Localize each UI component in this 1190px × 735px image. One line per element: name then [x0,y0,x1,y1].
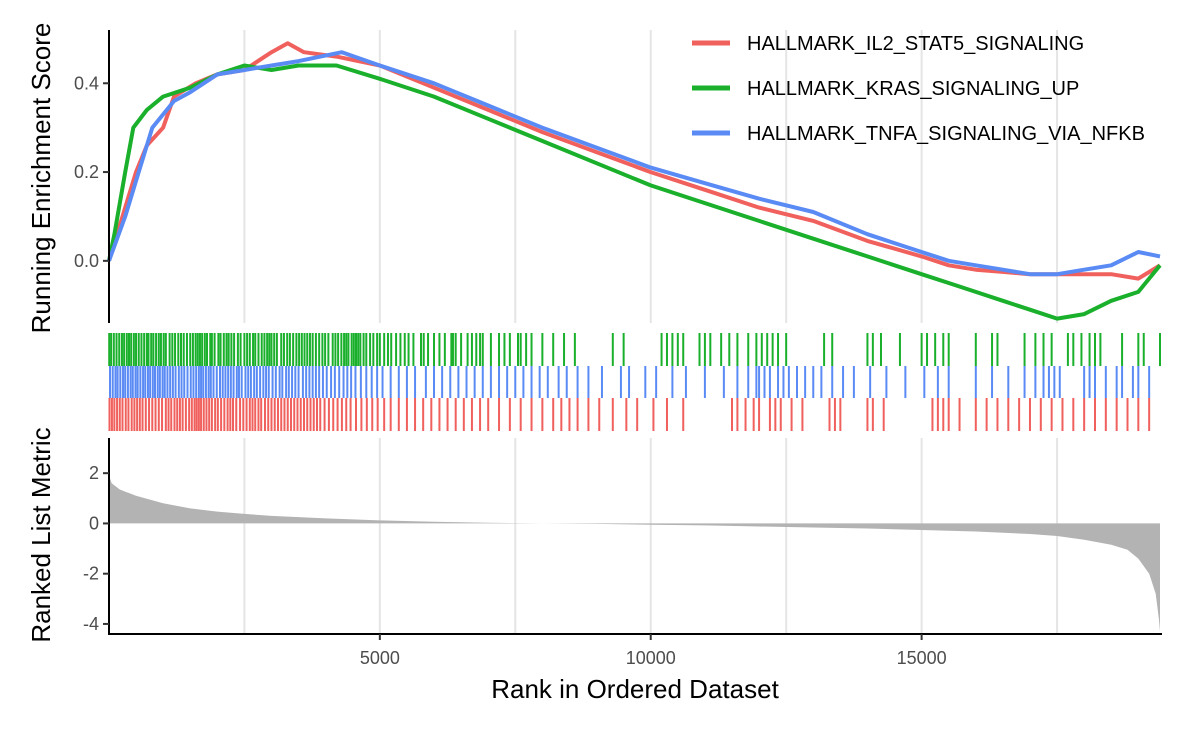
es-line-tnfa [107,50,1161,277]
axes: 0.4 0.2 0.0 2 0 -2 -4 5000 10000 15000 [74,30,1162,668]
legend: HALLMARK_IL2_STAT5_SIGNALING HALLMARK_KRA… [692,33,1145,145]
legend-item-tnfa: HALLMARK_TNFA_SIGNALING_VIA_NFKB [692,123,1145,145]
ranked-metric-panel [109,475,1160,632]
metric-area [109,475,1160,632]
x-tick-label: 5000 [360,648,400,668]
enrichment-score-panel [107,41,1162,321]
metric-y-tick-label: -4 [83,614,99,634]
hit-row-tnfa [109,366,1151,398]
es-y-tick-label: 0.0 [74,251,99,271]
metric-y-axis-title: Ranked List Metric [26,427,56,642]
x-tick-label: 10000 [626,648,676,668]
hit-row-kras [108,333,1161,366]
legend-label: HALLMARK_KRAS_SIGNALING_UP [747,78,1079,100]
gene-hit-rows [108,333,1161,431]
hit-row-il2 [108,398,1151,431]
es-y-tick-label: 0.2 [74,162,99,182]
legend-label: HALLMARK_IL2_STAT5_SIGNALING [747,33,1084,55]
es-line-kras [107,63,1162,321]
vertical-grid-lines [243,30,1059,634]
legend-item-kras: HALLMARK_KRAS_SIGNALING_UP [692,78,1079,100]
metric-y-tick-label: 0 [89,513,99,533]
legend-item-il2: HALLMARK_IL2_STAT5_SIGNALING [692,33,1084,55]
metric-y-tick-label: -2 [83,564,99,584]
metric-y-tick-label: 2 [89,463,99,483]
legend-label: HALLMARK_TNFA_SIGNALING_VIA_NFKB [747,123,1145,145]
es-y-tick-label: 0.4 [74,73,99,93]
x-axis-title: Rank in Ordered Dataset [491,674,779,704]
x-tick-label: 15000 [897,648,947,668]
es-y-axis-title: Running Enrichment Score [26,23,56,334]
